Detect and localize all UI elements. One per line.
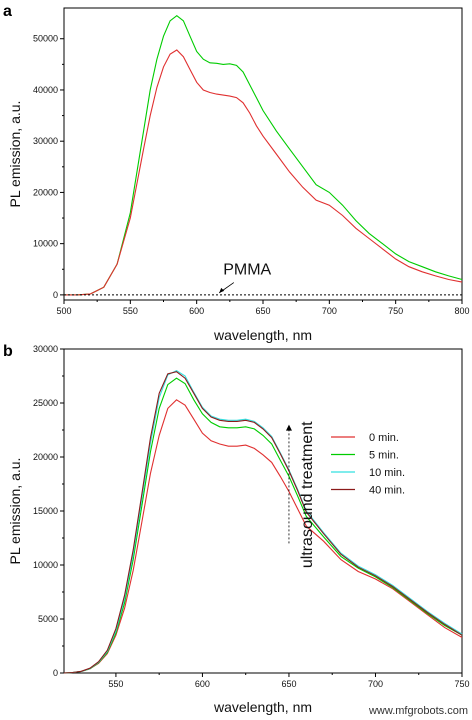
chart-a-ticks: 500 550 600 650 700 750 800 0 10000 20000 30000 400… <box>33 34 470 316</box>
y-tick-label: 50000 <box>33 34 58 44</box>
chart-b-series <box>63 369 463 674</box>
legend-label: 5 min. <box>369 450 399 462</box>
legend-label: 40 min. <box>369 485 405 497</box>
y-tick-label: 10000 <box>33 560 58 570</box>
x-tick-label: 600 <box>189 306 204 316</box>
y-tick-label: 10000 <box>33 239 58 249</box>
y-tick-label: 30000 <box>33 136 58 146</box>
chart-b-xlabel: wavelength, nm <box>213 699 312 715</box>
y-tick-label: 15000 <box>33 506 58 516</box>
series-line-s0 <box>64 15 463 296</box>
series-line-0-min- <box>63 399 463 674</box>
y-tick-label: 0 <box>53 668 58 678</box>
watermark: www.mfgrobots.com <box>368 705 468 717</box>
x-tick-label: 500 <box>56 306 71 316</box>
x-tick-label: 750 <box>454 679 469 689</box>
x-tick-label: 750 <box>388 306 403 316</box>
ultrasound-annotation: ultrasound treatment <box>285 421 316 568</box>
chart-a-frame <box>63 7 463 301</box>
y-tick-label: 30000 <box>33 344 58 354</box>
chart-b-ylabel: PL emission, a.u. <box>7 458 23 565</box>
series-line-5-min- <box>63 377 463 674</box>
legend-label: 10 min. <box>369 467 405 479</box>
x-tick-label: 650 <box>255 306 270 316</box>
chart-b: b 550 600 650 700 750 0 5000 10000 15000 20000 250… <box>3 343 470 715</box>
legend-label: 0 min. <box>369 432 399 444</box>
chart-a-ylabel: PL emission, a.u. <box>7 101 23 208</box>
y-tick-label: 40000 <box>33 85 58 95</box>
panel-a-label: a <box>3 3 12 20</box>
ultrasound-label: ultrasound treatment <box>299 421 316 568</box>
x-tick-label: 600 <box>195 679 210 689</box>
chart-a: a 500 550 600 650 700 750 800 0 10000 20000 30000 4… <box>3 3 470 343</box>
pmma-annotation: PMMA <box>218 261 272 294</box>
ultrasound-arrow-head <box>285 424 292 431</box>
y-tick-label: 20000 <box>33 187 58 197</box>
chart-b-legend: 0 min. 5 min. 10 min. 40 min. <box>331 432 405 497</box>
x-tick-label: 550 <box>108 679 123 689</box>
x-tick-label: 650 <box>281 679 296 689</box>
series-line-s1 <box>64 49 463 296</box>
y-tick-label: 20000 <box>33 452 58 462</box>
x-tick-label: 800 <box>454 306 469 316</box>
y-tick-label: 25000 <box>33 398 58 408</box>
x-tick-label: 700 <box>368 679 383 689</box>
x-tick-label: 550 <box>123 306 138 316</box>
x-tick-label: 700 <box>322 306 337 316</box>
pmma-arrow-head <box>219 287 225 293</box>
y-tick-label: 5000 <box>38 614 58 624</box>
chart-b-ticks: 550 600 650 700 750 0 5000 10000 15000 20000 25000… <box>33 344 470 689</box>
chart-b-frame <box>63 348 463 674</box>
pmma-label: PMMA <box>223 261 271 278</box>
y-tick-label: 0 <box>53 290 58 300</box>
series-line-10-min- <box>63 369 463 674</box>
chart-a-series <box>64 15 463 296</box>
panel-b-label: b <box>3 343 13 360</box>
series-line-40-min- <box>63 371 463 674</box>
chart-a-xlabel: wavelength, nm <box>213 327 312 343</box>
